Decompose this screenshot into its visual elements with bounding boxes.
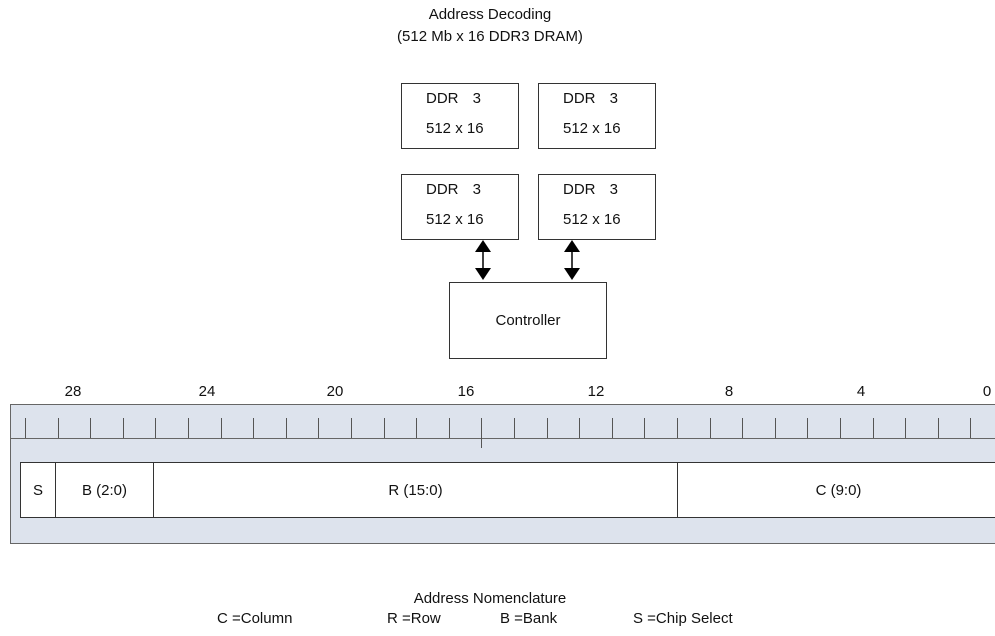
chip-size-label: 512 x 16 — [426, 211, 484, 228]
address-field-row: S B (2:0) R (15:0) C (9:0) — [20, 462, 995, 518]
ruler-tick — [742, 418, 743, 438]
ruler-tick — [579, 418, 580, 438]
field-chip-select: S — [21, 463, 56, 517]
ruler-line — [10, 438, 995, 439]
ruler-tick — [677, 418, 678, 438]
ruler-tick — [873, 418, 874, 438]
ruler-label-16: 16 — [457, 383, 475, 400]
ruler-tick — [155, 418, 156, 438]
ruler-tick — [188, 418, 189, 438]
ruler-tick — [481, 418, 482, 448]
ruler-label-0: 0 — [982, 383, 992, 400]
ruler-label-4: 4 — [856, 383, 866, 400]
ruler-label-24: 24 — [198, 383, 216, 400]
legend-item-column: C =Column — [217, 610, 293, 627]
ruler-label-12: 12 — [587, 383, 605, 400]
ruler-tick — [253, 418, 254, 438]
ruler-label-28: 28 — [64, 383, 82, 400]
chip-type-label: DDR 3 — [563, 90, 619, 107]
arrow-right-connector — [564, 240, 580, 280]
dram-chip-top-right: DDR 3 512 x 16 — [538, 83, 656, 149]
field-column: C (9:0) — [678, 463, 995, 517]
ruler-tick — [449, 418, 450, 438]
ruler-tick — [840, 418, 841, 438]
field-row-address: R (15:0) — [154, 463, 678, 517]
ruler-label-8: 8 — [724, 383, 734, 400]
ruler-tick — [514, 418, 515, 438]
controller-box: Controller — [449, 282, 607, 359]
legend-title: Address Nomenclature — [413, 590, 567, 607]
chip-size-label: 512 x 16 — [426, 120, 484, 137]
dram-chip-bottom-right: DDR 3 512 x 16 — [538, 174, 656, 240]
dram-chip-bottom-left: DDR 3 512 x 16 — [401, 174, 519, 240]
legend-item-chip-select: S =Chip Select — [633, 610, 733, 627]
chip-type-label: DDR 3 — [426, 181, 482, 198]
field-bank: B (2:0) — [56, 463, 154, 517]
chip-type-label: DDR 3 — [426, 90, 482, 107]
ruler-tick — [286, 418, 287, 438]
field-bank-label: B (2:0) — [81, 481, 127, 499]
dram-chip-top-left: DDR 3 512 x 16 — [401, 83, 519, 149]
ruler-tick — [775, 418, 776, 438]
chip-size-label: 512 x 16 — [563, 120, 621, 137]
ruler-tick — [547, 418, 548, 438]
ruler-tick — [612, 418, 613, 438]
ruler-label-20: 20 — [326, 383, 344, 400]
ruler-tick — [25, 418, 26, 438]
ruler-tick — [710, 418, 711, 438]
diagram-subtitle: (512 Mb x 16 DDR3 DRAM) — [397, 28, 583, 45]
ruler-tick — [970, 418, 971, 438]
ruler-tick — [644, 418, 645, 438]
diagram-title: Address Decoding — [428, 6, 552, 23]
field-chip-select-label: S — [32, 481, 43, 499]
ruler-tick — [221, 418, 222, 438]
controller-label: Controller — [495, 312, 561, 329]
ruler-tick — [123, 418, 124, 438]
legend-item-row: R =Row — [387, 610, 441, 627]
ruler-tick — [807, 418, 808, 438]
ruler-tick — [905, 418, 906, 438]
legend-item-bank: B =Bank — [500, 610, 558, 627]
ruler-tick — [351, 418, 352, 438]
field-column-label: C (9:0) — [815, 481, 862, 499]
ruler-tick — [90, 418, 91, 438]
ruler-tick — [416, 418, 417, 438]
ruler-tick — [938, 418, 939, 438]
ruler-tick — [58, 418, 59, 438]
field-row-label: R (15:0) — [388, 481, 443, 499]
arrow-left-connector — [475, 240, 491, 280]
ruler-tick — [318, 418, 319, 438]
chip-type-label: DDR 3 — [563, 181, 619, 198]
ruler-tick — [384, 418, 385, 438]
chip-size-label: 512 x 16 — [563, 211, 621, 228]
